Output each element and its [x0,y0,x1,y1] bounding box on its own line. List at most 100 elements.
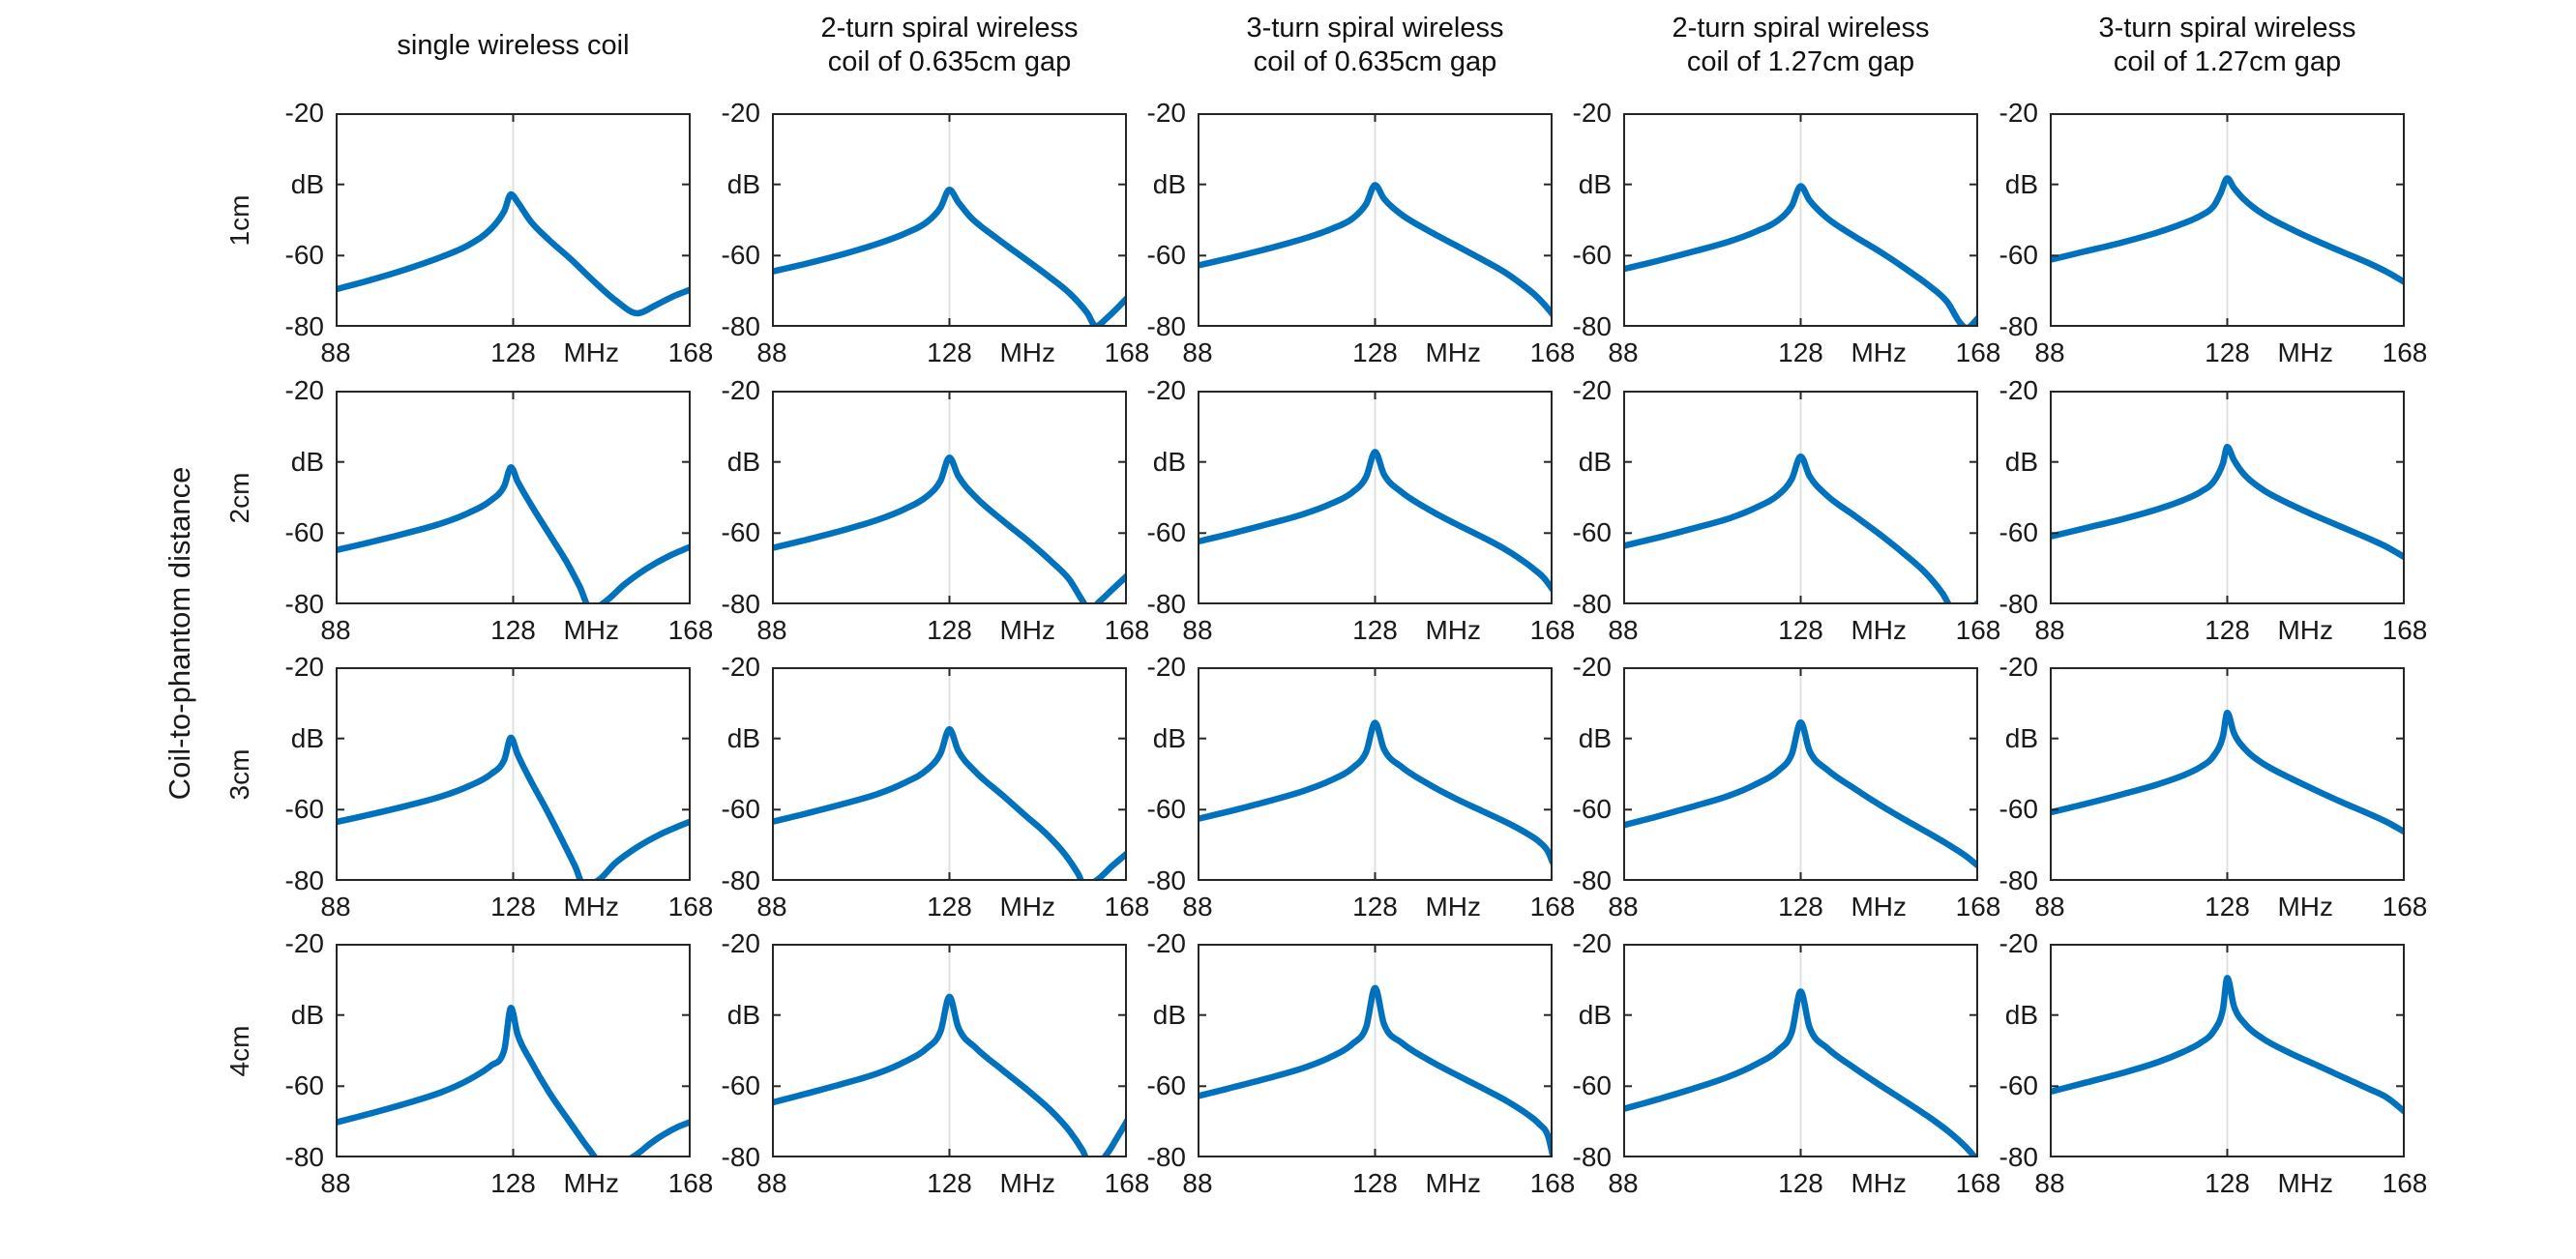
subplot-r2c5-plot [2050,391,2405,604]
ytick-neg20-r2c4: -20 [1572,375,1612,405]
ytick-neg80-r3c1: -80 [284,865,324,895]
xtick-88-r3c5: 88 [2034,892,2065,922]
subplot-r3c4-plot [1623,667,1978,881]
xtick-88-r1c5: 88 [2034,337,2065,367]
ylabel-db-r1c1: dB [290,168,324,199]
ylabel-db-r3c2: dB [726,722,760,753]
ylabel-db-r3c5: dB [2004,722,2038,753]
ylabel-db-r2c3: dB [1152,446,1186,477]
x-unit-mhz-r4c3: MHz [1425,1168,1481,1198]
s21-curve [2052,709,2403,835]
col-title-1: single wireless coil [397,29,630,61]
xtick-168-r1c3: 168 [1529,337,1576,367]
axis-ticks [773,392,1126,603]
s21-curve [1625,453,1976,602]
xtick-128-r3c4: 128 [1778,892,1823,922]
subplot-r2c4-plot [1623,391,1978,604]
ytick-neg80-r1c1: -80 [284,311,324,341]
ytick-neg60-r3c2: -60 [721,794,760,825]
ytick-neg20-r1c1: -20 [284,98,324,128]
xtick-88-r1c2: 88 [756,337,787,367]
ytick-neg60-r2c1: -60 [284,517,324,548]
ylabel-db-r1c2: dB [726,168,760,199]
xtick-168-r1c4: 168 [1955,337,2001,367]
ytick-neg80-r3c3: -80 [1146,865,1186,895]
ytick-neg60-r1c3: -60 [1146,240,1186,271]
xtick-168-r4c2: 168 [1104,1168,1150,1198]
xtick-88-r1c1: 88 [320,337,351,367]
coil-to-phantom-distance-label: Coil-to-phantom distance [163,466,196,801]
ylabel-db-r3c3: dB [1152,722,1186,753]
xtick-168-r2c4: 168 [1955,615,2001,645]
subplot-r4c1-plot [336,944,691,1157]
x-unit-mhz-r4c1: MHz [563,1168,619,1198]
row-label-1cm: 1cm [224,194,254,246]
col-title-5: 3-turn spiral wireless coil of 1.27cm ga… [2098,13,2356,77]
axis-ticks [1199,945,1552,1157]
xtick-88-r1c4: 88 [1608,337,1639,367]
s21-curve [1625,183,1976,325]
x-unit-mhz-r3c3: MHz [1425,892,1481,922]
ytick-neg20-r3c4: -20 [1572,652,1612,682]
ylabel-db-r2c5: dB [2004,446,2038,477]
axis-ticks [337,945,690,1157]
x-unit-mhz-r1c3: MHz [1425,337,1481,367]
x-unit-mhz-r1c4: MHz [1851,337,1907,367]
xtick-88-r2c1: 88 [320,615,351,645]
xtick-88-r4c2: 88 [756,1168,787,1198]
axis-ticks [337,114,690,326]
axis-ticks [337,668,690,880]
xtick-128-r3c5: 128 [2205,892,2250,922]
xtick-168-r2c3: 168 [1529,615,1576,645]
ytick-neg80-r1c2: -80 [721,311,760,341]
row-label-4cm: 4cm [224,1025,254,1076]
xtick-128-r1c5: 128 [2205,337,2250,367]
s21-curve [2052,975,2403,1115]
x-unit-mhz-r3c1: MHz [563,892,619,922]
s21-curve [1199,182,1551,317]
ytick-neg60-r4c4: -60 [1572,1070,1612,1101]
xtick-128-r2c5: 128 [2205,615,2250,645]
subplot-r3c3-plot [1198,667,1553,881]
x-unit-mhz-r3c5: MHz [2277,892,2333,922]
x-unit-mhz-r1c2: MHz [999,337,1055,367]
ytick-neg80-r2c5: -80 [1999,589,2038,619]
ytick-neg60-r2c2: -60 [721,517,760,548]
ytick-neg80-r4c1: -80 [284,1142,324,1172]
ylabel-db-r1c4: dB [1578,168,1612,199]
xtick-128-r4c3: 128 [1352,1168,1398,1198]
xtick-88-r4c1: 88 [320,1168,351,1198]
row-label-3cm: 3cm [224,748,254,800]
xtick-168-r2c1: 168 [667,615,714,645]
xtick-128-r1c2: 128 [927,337,972,367]
ytick-neg60-r1c4: -60 [1572,240,1612,271]
ylabel-db-r1c3: dB [1152,168,1186,199]
subplot-r2c2-plot [772,391,1127,604]
ytick-neg60-r1c1: -60 [284,240,324,271]
x-unit-mhz-r1c1: MHz [563,337,619,367]
ytick-neg20-r2c1: -20 [284,375,324,405]
s21-curve [774,454,1125,602]
xtick-88-r2c2: 88 [756,615,787,645]
ylabel-db-r4c2: dB [726,999,760,1030]
ytick-neg60-r4c3: -60 [1146,1070,1186,1101]
s21-curve [338,1005,689,1156]
xtick-88-r2c4: 88 [1608,615,1639,645]
axis-ticks [773,668,1126,880]
subplot-r2c1-plot [336,391,691,604]
ytick-neg60-r2c3: -60 [1146,517,1186,548]
xtick-168-r3c2: 168 [1104,892,1150,922]
ytick-neg60-r2c4: -60 [1572,517,1612,548]
ytick-neg20-r2c5: -20 [1999,375,2038,405]
ytick-neg80-r4c5: -80 [1999,1142,2038,1172]
ytick-neg20-r1c2: -20 [721,98,760,128]
ylabel-db-r2c4: dB [1578,446,1612,477]
ytick-neg60-r3c3: -60 [1146,794,1186,825]
xtick-128-r2c3: 128 [1352,615,1398,645]
subplot-r4c3-plot [1198,944,1553,1157]
ytick-neg20-r4c3: -20 [1146,928,1186,958]
xtick-168-r3c1: 168 [667,892,714,922]
col-title-4: 2-turn spiral wireless coil of 1.27cm ga… [1672,13,1930,77]
subplot-r3c2-plot [772,667,1127,881]
axis-ticks [1199,114,1552,326]
